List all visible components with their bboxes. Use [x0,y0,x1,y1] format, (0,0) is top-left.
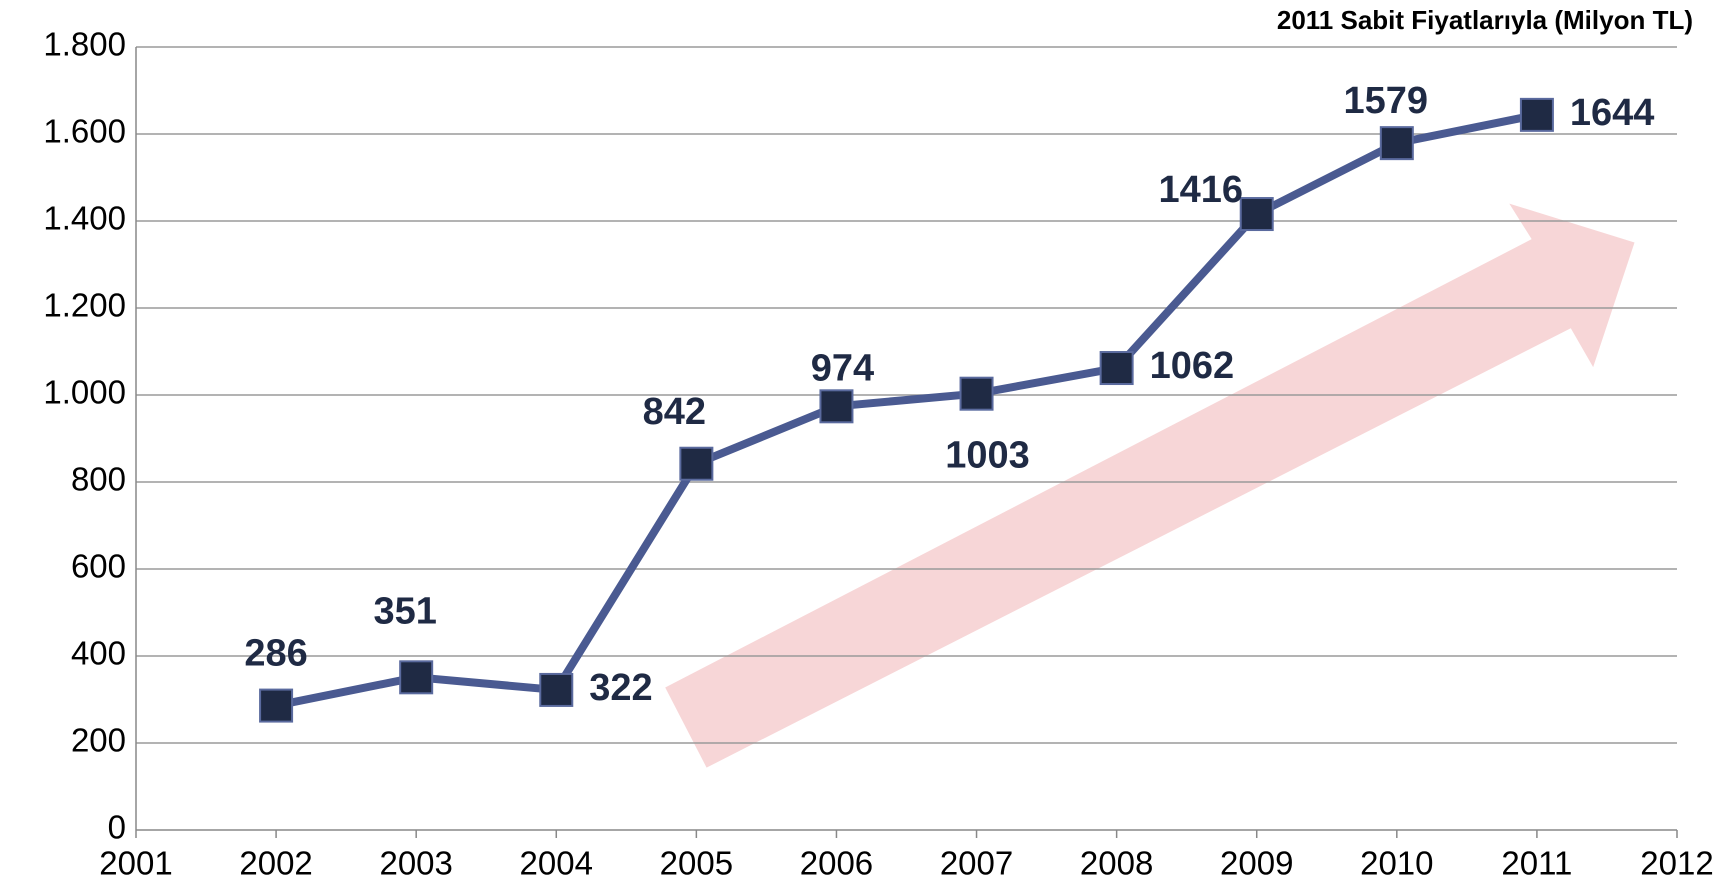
data-label: 974 [811,347,874,389]
data-label: 842 [643,391,706,433]
marker [259,688,294,723]
marker [1239,197,1274,232]
x-tick-label: 2006 [800,845,873,882]
y-tick-label: 600 [71,548,126,585]
marker [1519,97,1554,132]
data-label: 1644 [1570,92,1655,134]
y-tick-label: 200 [71,722,126,759]
chart-title: 2011 Sabit Fiyatlarıyla (Milyon TL) [1277,5,1693,35]
y-tick-label: 1.800 [43,26,126,63]
x-tick-label: 2004 [520,845,593,882]
x-tick-label: 2010 [1360,845,1433,882]
data-label: 1416 [1158,169,1243,211]
y-tick-label: 1.400 [43,200,126,237]
y-tick-label: 1.000 [43,374,126,411]
marker [1379,126,1414,161]
data-label: 1062 [1150,345,1235,387]
trend-arrow [665,203,1635,768]
marker [819,389,854,424]
x-tick-label: 2011 [1501,845,1572,882]
data-label: 322 [589,667,652,709]
x-tick-label: 2002 [239,845,312,882]
data-label: 286 [244,633,307,675]
x-tick-label: 2012 [1640,845,1713,882]
data-label: 1579 [1344,80,1429,122]
x-tick-label: 2001 [99,845,172,882]
y-tick-label: 1.200 [43,287,126,324]
y-tick-label: 0 [108,809,126,846]
y-tick-label: 800 [71,461,126,498]
y-tick-label: 1.600 [43,113,126,150]
marker [399,660,434,695]
data-label: 351 [373,590,436,632]
data-label: 1003 [945,435,1030,477]
x-tick-label: 2009 [1220,845,1293,882]
x-tick-label: 2003 [379,845,452,882]
x-tick-label: 2008 [1080,845,1153,882]
marker [1099,351,1134,386]
x-tick-label: 2007 [940,845,1013,882]
marker [959,376,994,411]
x-tick-label: 2005 [660,845,733,882]
y-tick-label: 400 [71,635,126,672]
series-line [275,110,1538,710]
marker [679,446,714,481]
marker [539,672,574,707]
